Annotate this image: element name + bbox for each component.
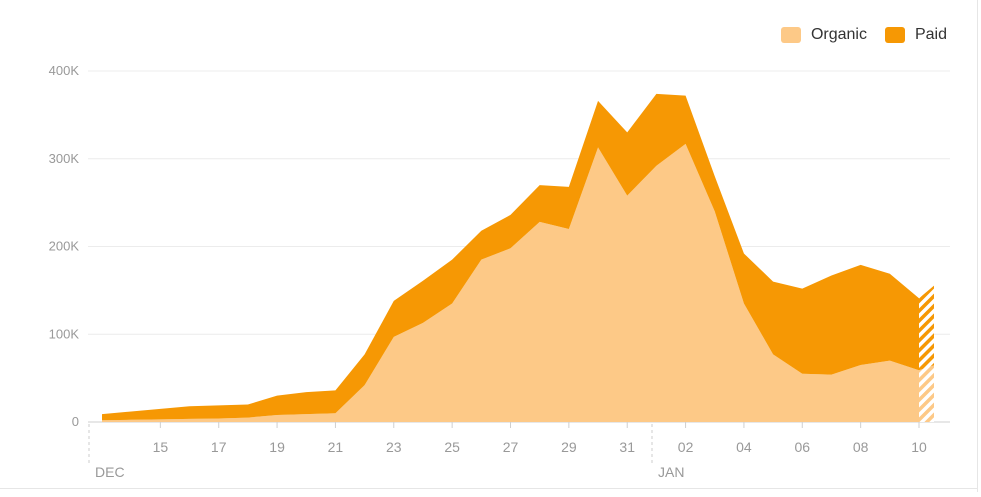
month-label: JAN xyxy=(658,464,684,480)
x-tick-label: 21 xyxy=(328,439,344,455)
y-tick-label: 400K xyxy=(49,63,80,78)
series-organic-partial-area xyxy=(919,365,934,422)
legend-item-organic[interactable]: Organic xyxy=(780,26,867,44)
legend-item-paid[interactable]: Paid xyxy=(884,26,947,44)
x-tick-label: 10 xyxy=(911,439,927,455)
x-tick-label: 29 xyxy=(561,439,577,455)
x-tick-label: 08 xyxy=(853,439,869,455)
x-tick-label: 06 xyxy=(794,439,810,455)
x-tick-label: 19 xyxy=(269,439,285,455)
series-paid-partial-area xyxy=(919,285,934,371)
legend-swatch-organic xyxy=(780,27,801,43)
x-tick-label: 23 xyxy=(386,439,402,455)
x-tick-label: 04 xyxy=(736,439,752,455)
y-tick-label: 200K xyxy=(49,239,80,254)
month-label: DEC xyxy=(95,464,125,480)
series-areas xyxy=(102,93,934,422)
y-tick-label: 300K xyxy=(49,151,80,166)
x-tick-label: 31 xyxy=(619,439,635,455)
x-tick-label: 17 xyxy=(211,439,227,455)
legend: Organic Paid xyxy=(780,26,947,44)
right-border xyxy=(977,0,978,492)
legend-label-paid: Paid xyxy=(914,26,947,43)
legend-label-organic: Organic xyxy=(810,26,867,43)
x-tick-label: 25 xyxy=(444,439,460,455)
x-tick-label: 27 xyxy=(503,439,519,455)
series-organic-area xyxy=(102,143,919,422)
y-tick-label: 0 xyxy=(72,414,79,429)
legend-swatch-paid xyxy=(884,27,905,43)
axes: 0 100K 200K 300K 400K 15 17 19 21 23 25 27 29 31 02 04 0… xyxy=(49,63,927,480)
x-tick-label: 02 xyxy=(678,439,694,455)
x-tick-label: 15 xyxy=(153,439,169,455)
bottom-border xyxy=(0,488,978,489)
y-tick-label: 100K xyxy=(49,326,80,341)
